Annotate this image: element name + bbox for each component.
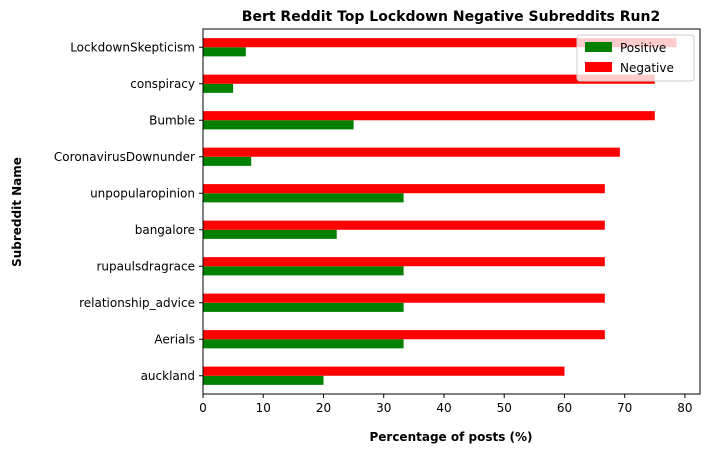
bar-positive-conspiracy xyxy=(203,83,234,93)
y-tick-label: rupaulsdragrace xyxy=(97,259,196,273)
x-tick-label: 40 xyxy=(436,401,451,415)
legend: Positive Negative xyxy=(576,34,695,82)
y-tick-label: Aerials xyxy=(154,332,195,346)
legend-swatch-negative xyxy=(585,62,612,72)
legend-label-positive: Positive xyxy=(620,41,666,55)
y-tick-label: bangalore xyxy=(135,223,195,237)
x-tick-label: 50 xyxy=(497,401,512,415)
bar-positive-bumble xyxy=(203,120,354,130)
plot-area xyxy=(203,38,677,385)
y-tick-label: CoronavirusDownunder xyxy=(54,150,195,164)
x-tick-label: 60 xyxy=(557,401,572,415)
bar-positive-bangalore xyxy=(203,229,337,239)
plot-frame xyxy=(202,28,701,395)
bar-negative-coronavirusdownunder xyxy=(203,147,620,157)
y-tick-label: Bumble xyxy=(149,113,195,127)
y-axis-title: Subreddit Name xyxy=(10,157,24,267)
bar-negative-aerials xyxy=(203,330,605,340)
y-axis-ticks: auckland Aerials relationship_advice rupaul… xyxy=(54,40,203,383)
y-tick-label: relationship_advice xyxy=(79,296,195,310)
bar-positive-unpopularopinion xyxy=(203,193,404,203)
bar-negative-relationship_advice xyxy=(203,293,605,303)
bar-negative-auckland xyxy=(203,366,565,376)
bar-positive-relationship_advice xyxy=(203,302,404,312)
x-tick-label: 20 xyxy=(316,401,331,415)
bar-positive-lockdownskepticism xyxy=(203,47,246,57)
bar-negative-bangalore xyxy=(203,220,605,230)
bar-negative-unpopularopinion xyxy=(203,184,605,194)
y-tick-label: LockdownSkepticism xyxy=(70,40,195,54)
y-tick-label: unpopularopinion xyxy=(90,186,195,200)
x-tick-label: 0 xyxy=(199,401,207,415)
bar-negative-lockdownskepticism xyxy=(203,38,677,48)
x-tick-label: 30 xyxy=(376,401,391,415)
chart-title: Bert Reddit Top Lockdown Negative Subred… xyxy=(242,9,660,25)
legend-label-negative: Negative xyxy=(620,61,674,75)
x-axis-title: Percentage of posts (%) xyxy=(369,430,532,444)
bar-negative-conspiracy xyxy=(203,74,655,84)
x-tick-label: 10 xyxy=(256,401,271,415)
y-tick-label: conspiracy xyxy=(130,77,195,91)
bar-negative-bumble xyxy=(203,111,655,121)
y-tick-label: auckland xyxy=(141,369,195,383)
x-axis-ticks: 0 10 20 30 40 50 60 70 80 xyxy=(199,394,693,415)
bar-negative-rupaulsdragrace xyxy=(203,257,605,267)
legend-swatch-positive xyxy=(585,42,612,52)
x-tick-label: 70 xyxy=(617,401,632,415)
bar-positive-coronavirusdownunder xyxy=(203,156,252,166)
bar-positive-auckland xyxy=(203,375,324,385)
bar-positive-aerials xyxy=(203,339,404,349)
bar-positive-rupaulsdragrace xyxy=(203,266,404,276)
x-tick-label: 80 xyxy=(677,401,692,415)
